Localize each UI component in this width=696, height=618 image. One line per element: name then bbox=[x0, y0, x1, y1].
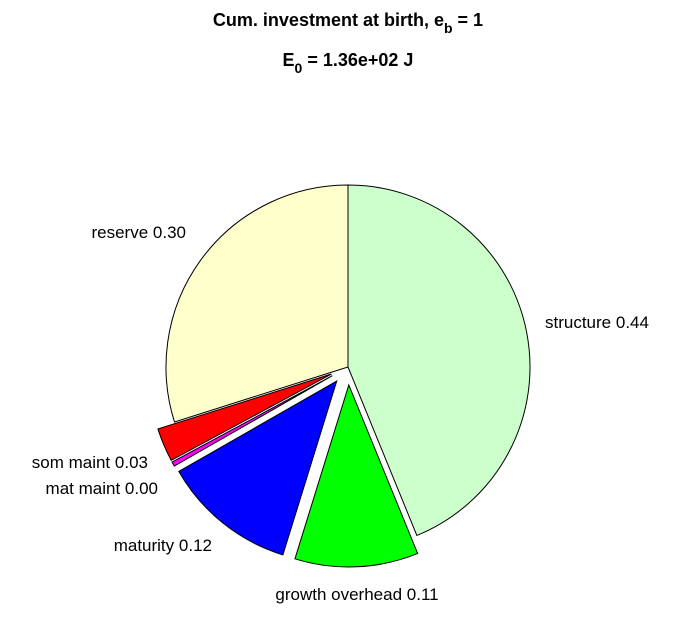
title-text: Cum. investment at birth, e bbox=[213, 10, 444, 30]
slice-label: mat maint 0.00 bbox=[46, 479, 158, 498]
pie-slice bbox=[178, 379, 338, 556]
slice-category: reserve bbox=[91, 223, 148, 242]
slice-category: maturity bbox=[114, 536, 175, 555]
chart-title: Cum. investment at birth, eb = 1 bbox=[213, 10, 483, 36]
subtitle-text: E bbox=[283, 50, 295, 70]
slice-category: structure bbox=[545, 313, 611, 332]
slice-label: maturity 0.12 bbox=[114, 536, 212, 555]
subtitle-suffix: = 1.36e+02 J bbox=[302, 50, 413, 70]
pie-slice bbox=[347, 184, 531, 537]
pie-slice bbox=[157, 373, 332, 462]
slice-label: structure 0.44 bbox=[545, 313, 649, 332]
slice-category: mat maint bbox=[46, 479, 121, 498]
slice-label: growth overhead 0.11 bbox=[275, 585, 438, 604]
slice-category: growth overhead bbox=[275, 585, 402, 604]
slice-label: reserve 0.30 bbox=[91, 223, 186, 242]
slice-value-label: 0.11 bbox=[407, 585, 439, 604]
title-subscript: b bbox=[444, 20, 453, 36]
title-suffix: = 1 bbox=[453, 10, 484, 30]
slice-label: som maint 0.03 bbox=[32, 453, 148, 472]
slice-category: som maint bbox=[32, 453, 111, 472]
slice-value-label: 0.12 bbox=[179, 536, 212, 555]
pie-slice bbox=[171, 375, 333, 467]
pie-slice bbox=[294, 383, 419, 568]
subtitle-subscript: 0 bbox=[295, 60, 303, 76]
slice-value-label: 0.03 bbox=[115, 453, 148, 472]
slice-value-label: 0.30 bbox=[153, 223, 186, 242]
slice-value-label: 0.00 bbox=[125, 479, 158, 498]
pie-slice bbox=[165, 184, 349, 423]
slice-value-label: 0.44 bbox=[616, 313, 649, 332]
chart-subtitle: E0 = 1.36e+02 J bbox=[283, 50, 414, 76]
